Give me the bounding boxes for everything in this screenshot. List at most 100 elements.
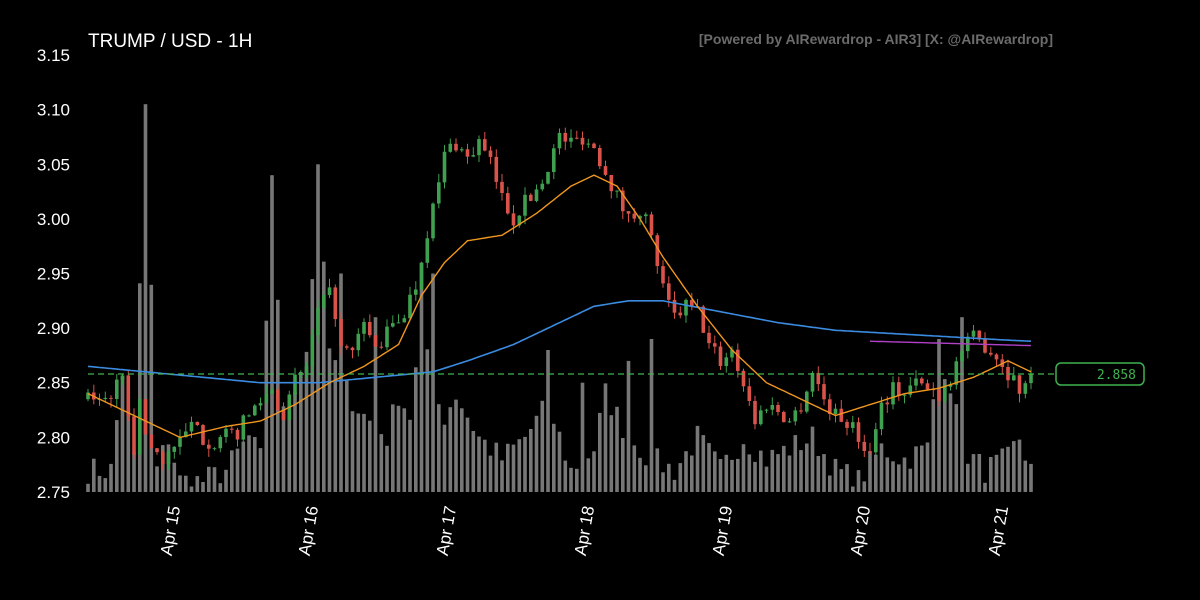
volume-bar [448,407,453,492]
volume-bar [782,445,786,492]
volume-bar [465,417,470,492]
volume-bar [189,486,194,492]
candle-body [149,434,154,449]
candle-body [218,437,223,449]
candle-body [460,149,464,151]
volume-bar [506,443,510,492]
candle-body [879,402,884,430]
volume-bar [684,451,688,492]
volume-bar [649,339,654,492]
volume-bar [793,435,798,492]
volume-bar [753,461,757,492]
candle-body [316,307,320,336]
candle-body [419,262,424,290]
volume-bar [718,459,723,492]
volume-bar [235,448,240,492]
volume-bar [839,469,844,492]
volume-bar [845,464,849,492]
x-tick-label: Apr 17 [433,504,460,557]
volume-bar [960,317,964,492]
candle-body [425,238,430,263]
candle-body [155,448,159,453]
volume-bar [454,399,458,492]
candle-body [368,322,372,336]
candle-body [138,399,142,455]
candle-body [172,446,177,452]
volume-bar [586,458,591,492]
candle-body [408,294,412,319]
x-tick-label: Apr 15 [157,504,184,557]
y-tick-label: 2.95 [37,265,70,284]
current-price-value: 2.858 [1097,368,1136,383]
volume-bar [638,457,642,492]
volume-bar [707,443,711,492]
volume-bar [230,450,234,492]
chart-title: TRUMP / USD - 1H [88,31,252,52]
volume-bar [488,455,493,492]
candle-body [212,448,217,450]
volume-bar [253,437,257,492]
candle-body [615,190,619,192]
volume-bar [678,463,683,492]
candle-body [345,346,349,348]
fast-moving-average-line [87,174,1032,439]
volume-bar [609,415,614,492]
candle-body [753,401,757,425]
volume-bar [805,443,809,492]
candle-body [431,203,435,239]
candle-body [207,444,211,449]
volume-bar [350,411,355,492]
candle-body [897,382,901,396]
candle-body [241,415,246,440]
volume-bar [816,456,821,492]
volume-bar [695,425,700,492]
candle-body [442,151,447,183]
volume-bar [97,475,102,492]
candle-body [937,389,941,401]
candle-body [552,148,556,172]
volume-bar [218,483,223,492]
volume-bar [172,462,177,492]
candle-body [557,132,562,149]
candle-body [333,287,338,320]
volume-bar [966,463,970,492]
candle-body [678,312,683,316]
volume-bar [419,262,424,492]
candle-body [483,139,487,151]
volume-bar [293,392,297,492]
volume-bar [385,445,389,492]
volume-bar [178,475,182,492]
candle-body [540,183,545,190]
candle-body [448,143,453,152]
candle-body [132,416,136,455]
candle-body [776,405,780,412]
candle-body [120,375,125,380]
candle-body [943,386,947,401]
volume-bar [908,468,913,492]
volume-bar [534,415,539,492]
candle-body [109,397,113,399]
candle-body [500,181,504,193]
volume-bar [701,435,706,492]
y-tick-label: 2.80 [37,428,70,447]
candle-body [511,213,516,226]
volume-bar [224,469,228,492]
volume-bar [787,455,792,492]
volume-bar [552,423,556,492]
candle-body [270,389,274,394]
volume-bar [828,475,832,492]
candle-body [391,323,395,327]
candle-body [494,156,499,182]
volume-bar [86,483,90,492]
candle-body [264,394,269,404]
candle-body [161,452,165,464]
volume-bar [1000,448,1005,492]
candle-body [799,410,803,412]
candle-body [465,149,470,157]
volume-bars [86,104,1033,493]
volume-bar [120,376,125,492]
candle-body [224,428,228,437]
candle-body [276,389,280,411]
short-moving-average-line [869,340,1032,347]
